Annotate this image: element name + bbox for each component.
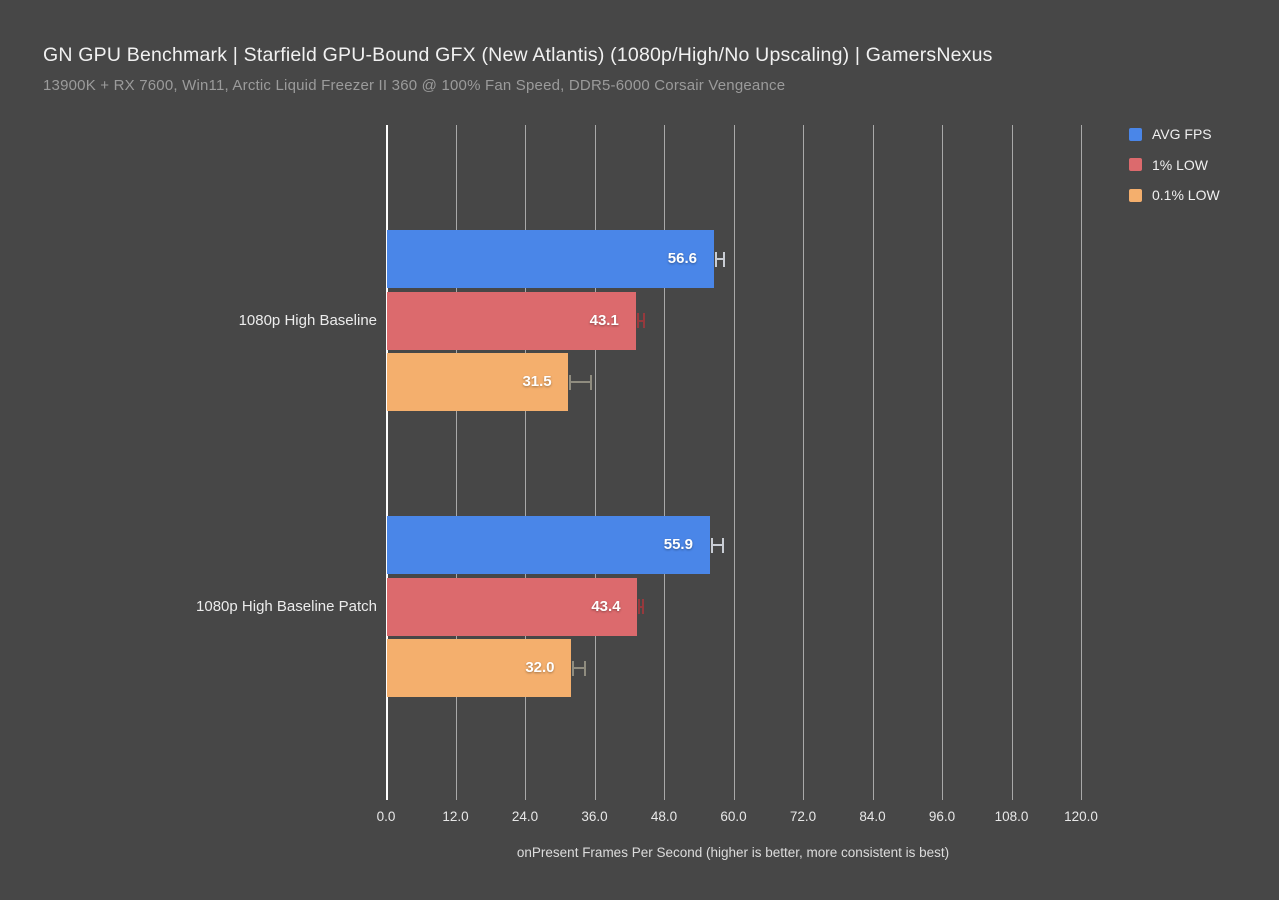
- x-tick-label: 12.0: [442, 809, 469, 824]
- bar-value-label: 32.0: [525, 659, 555, 676]
- bar-1-low: [387, 577, 638, 636]
- legend-item-1-low: 1% LOW: [1129, 157, 1220, 173]
- x-tick-label: 108.0: [994, 809, 1029, 824]
- legend-label: AVG FPS: [1152, 126, 1212, 142]
- chart-title: GN GPU Benchmark | Starfield GPU-Bound G…: [43, 44, 993, 66]
- x-tick-label: 120.0: [1064, 809, 1098, 824]
- gridline: [664, 125, 665, 800]
- bar-0-1-low: [387, 639, 572, 697]
- bar-value-label: 43.1: [589, 311, 619, 329]
- gridline: [1081, 125, 1082, 800]
- x-tick-label: 96.0: [928, 809, 956, 824]
- gridline: [803, 125, 804, 800]
- bar-value-label: 31.5: [522, 373, 552, 390]
- gridline: [733, 125, 735, 800]
- bar-value-label: 56.6: [667, 250, 697, 267]
- error-bar-cap-left: [569, 374, 572, 390]
- error-bar-cap-right: [642, 599, 645, 614]
- gridline: [525, 125, 526, 800]
- error-bar-cap-right: [643, 313, 646, 328]
- gridline: [872, 125, 874, 800]
- legend-item-0-1-low: 0.1% LOW: [1129, 187, 1220, 203]
- gridline: [942, 125, 943, 800]
- error-bar-line: [714, 258, 726, 260]
- gridline: [455, 125, 457, 800]
- error-bar-line: [638, 605, 645, 608]
- bar-1-low: [387, 291, 636, 350]
- chart-subtitle: 13900K + RX 7600, Win11, Arctic Liquid F…: [43, 77, 786, 94]
- gridline: [594, 125, 596, 800]
- chart-legend: AVG FPS 1% LOW 0.1% LOW: [1129, 126, 1220, 218]
- error-bar-cap-left: [714, 251, 717, 267]
- x-tick-label: 36.0: [581, 809, 608, 824]
- bar-avg-fps: [387, 516, 710, 574]
- x-tick-label: 24.0: [511, 809, 539, 824]
- category-label: 1080p High Baseline: [238, 311, 377, 329]
- gridline: [1011, 125, 1013, 800]
- error-bar-cap-left: [638, 599, 641, 614]
- error-bar-cap-right: [721, 537, 724, 553]
- category-label: 1080p High Baseline Patch: [196, 597, 377, 615]
- error-bar-line: [569, 381, 593, 383]
- legend-label: 1% LOW: [1152, 156, 1209, 173]
- x-tick-label: 0.0: [376, 809, 396, 824]
- error-bar-cap-left: [636, 313, 639, 328]
- y-axis-line: [386, 125, 388, 800]
- error-bar-cap-left: [572, 660, 575, 676]
- x-axis-label: onPresent Frames Per Second (higher is b…: [516, 845, 950, 860]
- x-tick-label: 84.0: [859, 809, 886, 824]
- error-bar-cap-right: [590, 374, 593, 390]
- error-bar-cap-right: [723, 251, 726, 267]
- bar-avg-fps: [387, 230, 714, 288]
- error-bar-cap-right: [584, 660, 587, 676]
- error-bar-line: [572, 667, 587, 669]
- error-bar-cap-left: [710, 537, 713, 553]
- legend-item-avg-fps: AVG FPS: [1129, 126, 1220, 142]
- legend-swatch-icon: [1129, 158, 1142, 171]
- x-tick-label: 48.0: [650, 809, 678, 824]
- bar-value-label: 43.4: [591, 597, 621, 615]
- bar-value-label: 55.9: [663, 536, 693, 553]
- legend-swatch-icon: [1129, 188, 1142, 202]
- x-tick-label: 60.0: [720, 809, 747, 824]
- bar-0-1-low: [387, 353, 569, 411]
- legend-label: 0.1% LOW: [1152, 187, 1220, 203]
- x-tick-label: 72.0: [789, 809, 817, 824]
- legend-swatch-icon: [1129, 127, 1142, 141]
- error-bar-line: [636, 319, 646, 322]
- error-bar-line: [710, 544, 724, 546]
